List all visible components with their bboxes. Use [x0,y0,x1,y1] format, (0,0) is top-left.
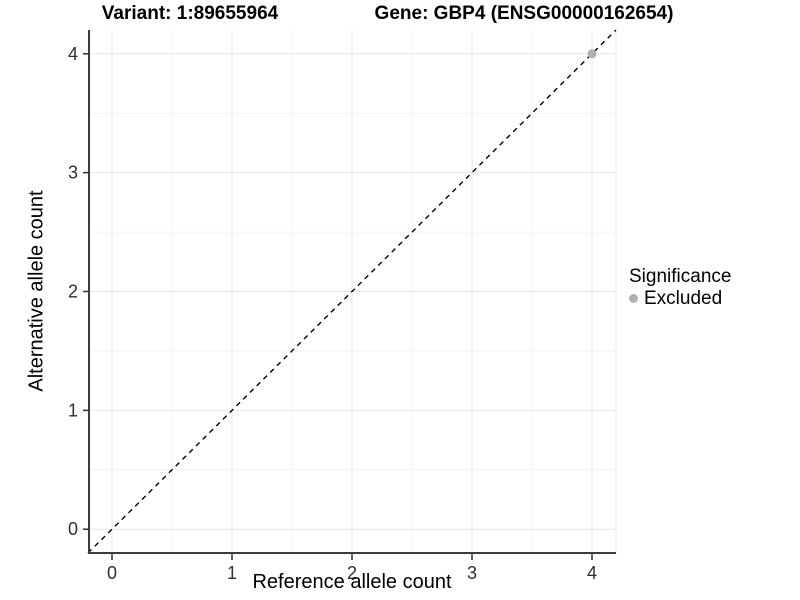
y-tick-label: 4 [68,44,78,64]
x-tick-label: 3 [467,563,477,583]
data-point-excluded [587,49,597,59]
x-tick-label: 0 [107,563,117,583]
legend-item-excluded: Excluded [629,288,731,309]
y-tick-label: 2 [68,282,78,302]
legend: Significance Excluded [629,266,731,309]
legend-title: Significance [629,266,732,287]
y-tick-label: 1 [68,400,78,420]
legend-item-label: Excluded [644,288,723,309]
identity-dashed-line [87,29,617,554]
gene-title: Gene: GBP4 (ENSG00000162654) [374,3,674,24]
x-tick-label: 1 [227,563,237,583]
x-tick-label: 4 [587,563,597,583]
y-tick-label: 3 [68,163,78,183]
y-tick-label: 0 [68,519,78,539]
x-tick-label: 2 [347,563,357,583]
legend-point-icon [629,294,638,303]
y-axis-title: Alternative allele count [25,190,48,392]
variant-title: Variant: 1:89655964 [101,3,279,24]
x-axis-title: Reference allele count [252,571,452,593]
